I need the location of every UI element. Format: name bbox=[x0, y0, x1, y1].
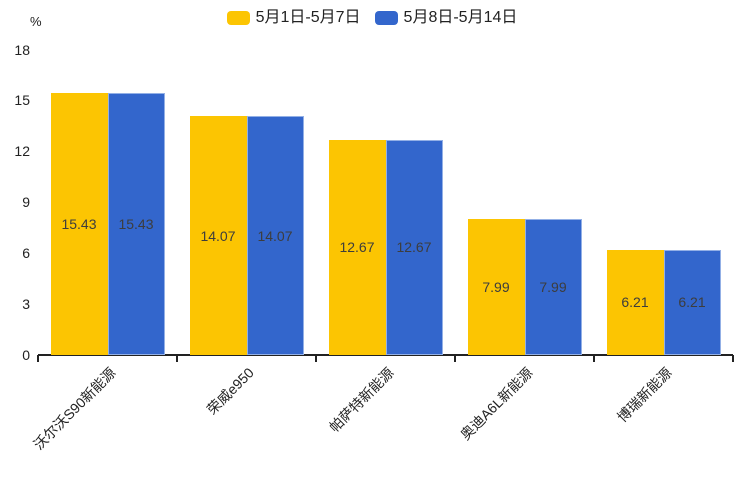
bar-value-label: 6.21 bbox=[621, 294, 649, 311]
bar-value-label: 7.99 bbox=[539, 279, 567, 296]
x-axis-tick-mark bbox=[732, 355, 734, 362]
bar-5月8日-5月14日-荣威e950 bbox=[246, 116, 304, 355]
bar-5月1日-5月7日-沃尔沃S90新能源 bbox=[50, 93, 108, 355]
x-axis-line bbox=[38, 354, 733, 356]
y-axis-unit-label: % bbox=[30, 14, 42, 29]
x-axis-tick-mark bbox=[315, 355, 317, 362]
bar-5月1日-5月7日-帕萨特新能源 bbox=[328, 139, 386, 355]
y-axis-tick-label: 0 bbox=[22, 347, 30, 363]
x-axis-tick-mark bbox=[37, 355, 39, 362]
y-axis-tick-label: 3 bbox=[22, 296, 30, 313]
x-axis-category-label: 帕萨特新能源 bbox=[325, 364, 397, 436]
bar-5月1日-5月7日-博瑞新能源 bbox=[606, 249, 664, 355]
bar-5月1日-5月7日-奥迪A6L新能源 bbox=[467, 219, 525, 355]
x-axis-tick-mark bbox=[176, 355, 178, 362]
bar-5月8日-5月14日-博瑞新能源 bbox=[663, 249, 721, 355]
legend-swatch-icon bbox=[374, 11, 398, 25]
bar-5月1日-5月7日-荣威e950 bbox=[189, 116, 247, 355]
x-axis-tick-mark bbox=[454, 355, 456, 362]
y-axis-tick-label: 12 bbox=[14, 143, 30, 160]
x-axis-tick-mark bbox=[593, 355, 595, 362]
bar-value-label: 14.07 bbox=[257, 227, 293, 244]
y-axis-tick-label: 9 bbox=[22, 194, 30, 211]
x-axis-category-label: 奥迪A6L新能源 bbox=[456, 364, 536, 443]
bar-5月8日-5月14日-沃尔沃S90新能源 bbox=[107, 93, 165, 355]
bar-value-label: 7.99 bbox=[482, 279, 510, 296]
bar-value-label: 15.43 bbox=[118, 216, 154, 233]
legend: 5月1日-5月7日 5月8日-5月14日 bbox=[0, 8, 744, 28]
legend-label: 5月8日-5月14日 bbox=[403, 9, 518, 26]
x-axis-category-label: 沃尔沃S90新能源 bbox=[29, 364, 119, 453]
bar-5月8日-5月14日-帕萨特新能源 bbox=[385, 139, 443, 355]
bar-5月8日-5月14日-奥迪A6L新能源 bbox=[524, 219, 582, 355]
legend-item-series-0[interactable]: 5月1日-5月7日 bbox=[226, 8, 361, 28]
y-axis-tick-label: 18 bbox=[14, 41, 30, 58]
x-axis-category-label: 博瑞新能源 bbox=[613, 364, 675, 426]
legend-label: 5月1日-5月7日 bbox=[255, 9, 361, 26]
y-axis-tick-label: 15 bbox=[14, 92, 30, 109]
legend-item-series-1[interactable]: 5月8日-5月14日 bbox=[374, 8, 518, 28]
bar-value-label: 15.43 bbox=[61, 216, 97, 233]
y-axis-tick-label: 6 bbox=[22, 245, 30, 262]
bar-value-label: 12.67 bbox=[396, 239, 432, 256]
bar-value-label: 6.21 bbox=[678, 294, 706, 311]
legend-swatch-icon bbox=[226, 11, 250, 25]
bar-value-label: 14.07 bbox=[200, 227, 236, 244]
bar-value-label: 12.67 bbox=[339, 239, 375, 256]
x-axis-category-label: 荣威e950 bbox=[204, 364, 258, 418]
